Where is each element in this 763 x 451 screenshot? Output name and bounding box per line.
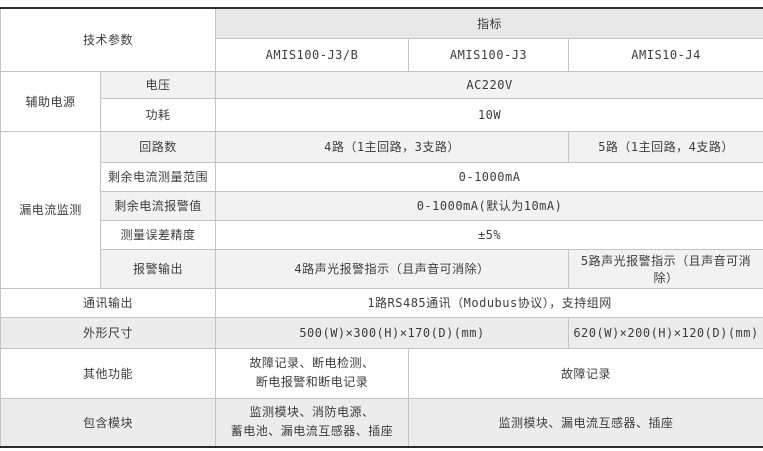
param-label-modules: 包含模块 — [0, 397, 217, 448]
param-label-dimensions: 外形尺寸 — [0, 316, 217, 349]
value-range: 0-1000mA — [215, 161, 763, 192]
model-header-cell-1: AMIS100-J3/B — [215, 37, 410, 72]
row-alarm-output: 报警输出 4路声光报警指示（且声音可消除） 5路声光报警指示（且声音可消除） — [1, 248, 763, 289]
row-loop-count: 漏电流监测 回路数 4路（1主回路，3支路） 5路（1主回路，4支路） — [0, 130, 763, 289]
group-cell-leakage-monitor: 漏电流监测 — [0, 130, 101, 289]
group-cell-aux-power: 辅助电源 — [0, 70, 101, 132]
row-accuracy: 测量误差精度 ±5% — [1, 219, 763, 250]
value-alarm-threshold: 0-1000mA(默认为10mA) — [215, 190, 763, 221]
value-loops-j4: 5路（1主回路，4支路） — [568, 130, 763, 163]
row-indicator-header: 技术参数 指标 — [0, 7, 763, 72]
row-included-modules: 包含模块 监测模块、消防电源、 蓄电池、漏电流互感器、插座 监测模块、漏电流互感… — [0, 397, 763, 448]
param-label-alarm-threshold: 剩余电流报警值 — [99, 190, 217, 221]
tech-params-header-cell: 技术参数 — [0, 7, 217, 72]
value-modules-j3b: 监测模块、消防电源、 蓄电池、漏电流互感器、插座 — [215, 397, 410, 448]
row-other-functions: 其他功能 故障记录、断电检测、 断电报警和断电记录 故障记录 — [0, 347, 763, 399]
value-dimensions-j4: 620(W)×200(H)×120(D)(mm) — [568, 316, 763, 349]
row-power-consumption: 功耗 10W — [1, 97, 763, 132]
param-label-alarm-output: 报警输出 — [99, 248, 217, 289]
param-label-accuracy: 测量误差精度 — [99, 219, 217, 250]
model-header-cell-2: AMIS100-J3 — [408, 37, 570, 72]
row-dimensions: 外形尺寸 500(W)×300(H)×170(D)(mm) 620(W)×200… — [0, 316, 763, 349]
row-model-names: AMIS100-J3/B AMIS100-J3 AMIS10-J4 — [1, 37, 763, 72]
param-label-other-functions: 其他功能 — [0, 347, 217, 399]
value-alarm-output-j4: 5路声光报警指示（且声音可消除） — [568, 248, 763, 289]
value-alarm-output-j3b-j3: 4路声光报警指示（且声音可消除） — [215, 248, 570, 289]
value-dimensions-j3b-j3: 500(W)×300(H)×170(D)(mm) — [215, 316, 570, 349]
value-other-functions-j3-j4: 故障记录 — [408, 347, 763, 399]
param-label-range: 剩余电流测量范围 — [99, 161, 217, 192]
value-loops-j3b-j3: 4路（1主回路，3支路） — [215, 130, 570, 163]
row-current-range: 剩余电流测量范围 0-1000mA — [1, 161, 763, 192]
value-modules-j3-j4: 监测模块、漏电流互感器、插座 — [408, 397, 763, 448]
spec-table: 技术参数 指标 AMIS100-J3/B AMIS100-J3 AMIS10-J… — [0, 7, 763, 448]
param-label-loops: 回路数 — [99, 130, 217, 163]
value-comm-output: 1路RS485通讯（Modubus协议），支持组网 — [215, 287, 763, 318]
value-other-functions-j3b: 故障记录、断电检测、 断电报警和断电记录 — [215, 347, 410, 399]
value-accuracy: ±5% — [215, 219, 763, 250]
param-label-comm-output: 通讯输出 — [0, 287, 217, 318]
model-header-cell-3: AMIS10-J4 — [568, 37, 763, 72]
indicator-header-cell: 指标 — [215, 7, 763, 39]
row-comm-output: 通讯输出 1路RS485通讯（Modubus协议），支持组网 — [0, 287, 763, 318]
value-voltage: AC220V — [215, 70, 763, 99]
param-label-voltage: 电压 — [99, 70, 217, 99]
value-power: 10W — [215, 97, 763, 132]
param-label-power: 功耗 — [99, 97, 217, 132]
row-alarm-threshold: 剩余电流报警值 0-1000mA(默认为10mA) — [1, 190, 763, 221]
row-voltage: 辅助电源 电压 AC220V — [0, 70, 763, 132]
